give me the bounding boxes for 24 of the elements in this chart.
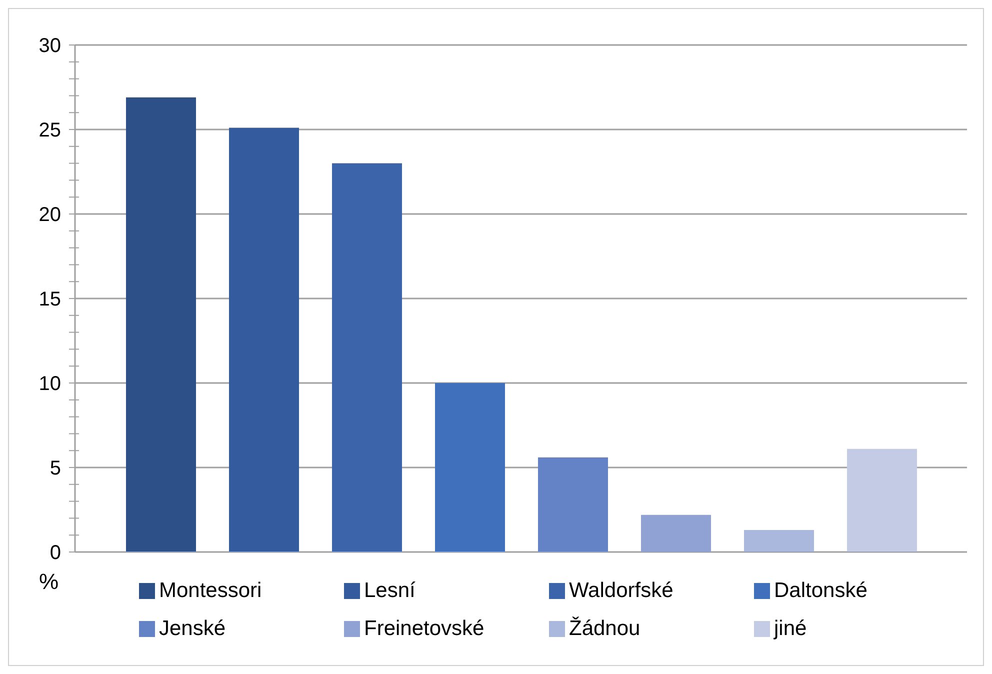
- legend-label: Daltonské: [774, 579, 868, 603]
- y-tick-label: 25: [38, 120, 61, 142]
- y-tick-label: 30: [38, 35, 61, 57]
- y-tick-label: 15: [38, 288, 61, 310]
- bar: [332, 163, 402, 552]
- bar: [847, 448, 917, 552]
- y-tick-label: 0: [50, 542, 61, 564]
- y-tick-label: 20: [38, 204, 61, 226]
- bar: [641, 514, 711, 552]
- legend-label: Jenské: [159, 617, 226, 641]
- bar: [538, 457, 608, 552]
- legend-label: Waldorfské: [569, 579, 674, 603]
- legend-label: Lesní: [364, 579, 416, 603]
- y-tick-label: 5: [50, 458, 61, 480]
- legend-label: jiné: [774, 617, 807, 641]
- legend-label: Žádnou: [569, 617, 640, 641]
- legend-label: Montessori: [159, 579, 262, 603]
- y-tick-label: 10: [38, 373, 61, 395]
- bar: [744, 530, 814, 552]
- bar: [126, 97, 196, 552]
- y-axis-title: %: [39, 569, 59, 595]
- bar: [435, 383, 505, 552]
- legend-label: Freinetovské: [364, 617, 484, 641]
- bar: [229, 128, 299, 552]
